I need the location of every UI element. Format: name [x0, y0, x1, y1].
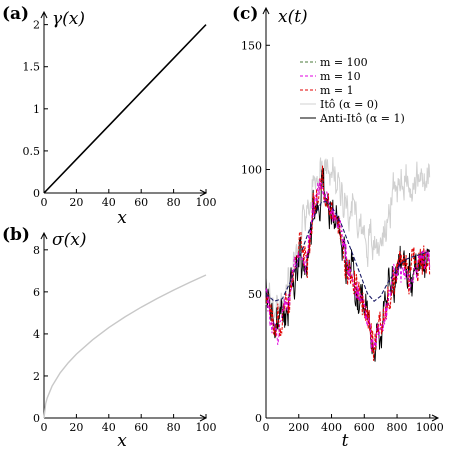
panel-b-axes: 0 20 40 60 80 100 0 2 4 6 8 [33, 231, 217, 434]
panel-a-series [43, 24, 207, 194]
panel-a-gamma: (a) γ(x) x 0 20 40 60 80 100 0 0.5 1 1.5 2 [2, 4, 217, 228]
panel-b-ylabel: σ(x) [52, 230, 86, 250]
legend-entry-label: Itô (α = 0) [320, 98, 378, 111]
y-axis-arrow [40, 10, 48, 19]
x-tick-label: 600 [354, 421, 375, 434]
panel-a-xlabel: x [117, 208, 127, 228]
x-tick-label: 20 [69, 421, 83, 434]
y-tick-label: 0 [33, 412, 40, 425]
x-tick-label: 100 [196, 421, 217, 434]
m100-series-line [265, 201, 430, 302]
y-tick-label: 150 [241, 39, 262, 52]
series-line-0 [43, 274, 207, 419]
y-tick-label: 1.5 [23, 61, 41, 74]
panel-a-ylabel: γ(x) [52, 9, 85, 29]
panel-c-series [265, 157, 431, 362]
x-tick-label: 400 [321, 421, 342, 434]
x-tick-label: 60 [134, 196, 148, 209]
y-tick-label: 0 [255, 412, 262, 425]
y-tick-label: 1 [33, 103, 40, 116]
panel-c-trajectories: (c) x(t) t 0 200 400 600 800 1000 0 50 100 150 m … [232, 4, 444, 450]
x-tick-label: 40 [102, 421, 116, 434]
y-tick-label: 2 [33, 19, 40, 32]
y-tick-label: 0.5 [23, 145, 41, 158]
y-tick-label: 8 [33, 244, 40, 257]
y-tick-label: 0 [33, 187, 40, 200]
x-tick-label: 60 [134, 421, 148, 434]
legend-entry-label: Anti-Itô (α = 1) [319, 112, 405, 125]
y-tick-label: 4 [33, 328, 40, 341]
x-tick-label: 800 [387, 421, 408, 434]
legend-entry-label: m = 100 [320, 56, 368, 69]
y-tick-label: 2 [33, 370, 40, 383]
panel-b-label: (b) [2, 225, 30, 245]
m10-series-line [265, 179, 431, 352]
x-tick-label: 40 [102, 196, 116, 209]
y-axis-arrow [40, 231, 48, 240]
panel-c-axes: 0 200 400 600 800 1000 0 50 100 150 [241, 6, 444, 434]
legend-entry-label: m = 10 [320, 70, 361, 83]
panel-b-xlabel: x [117, 431, 127, 450]
x-tick-label: 0 [41, 421, 48, 434]
panel-a-axes: 0 20 40 60 80 100 0 0.5 1 1.5 2 [23, 10, 217, 209]
x-axis-arrow [431, 414, 440, 422]
panel-b-sigma: (b) σ(x) x 0 20 40 60 80 100 0 2 4 6 8 [2, 225, 217, 450]
x-tick-label: 0 [263, 421, 270, 434]
x-tick-label: 200 [288, 421, 309, 434]
panel-c-xlabel: t [342, 431, 349, 450]
y-tick-label: 100 [241, 164, 262, 177]
x-tick-label: 1000 [416, 421, 444, 434]
series-line-0 [43, 24, 207, 194]
panel-c-ylabel: x(t) [278, 7, 308, 27]
x-tick-label: 80 [167, 196, 181, 209]
panel-b-series [43, 274, 207, 419]
x-tick-label: 100 [196, 196, 217, 209]
y-tick-label: 50 [248, 288, 262, 301]
x-tick-label: 20 [69, 196, 83, 209]
y-tick-label: 6 [33, 286, 40, 299]
panel-a-label: (a) [2, 4, 29, 24]
legend-entry-label: m = 1 [320, 84, 354, 97]
panel-c-label: (c) [232, 4, 258, 24]
x-tick-label: 80 [167, 421, 181, 434]
y-axis-arrow [262, 6, 270, 15]
x-tick-label: 0 [41, 196, 48, 209]
anti-ito-series-line [265, 168, 431, 362]
ito-series-line [265, 157, 431, 318]
